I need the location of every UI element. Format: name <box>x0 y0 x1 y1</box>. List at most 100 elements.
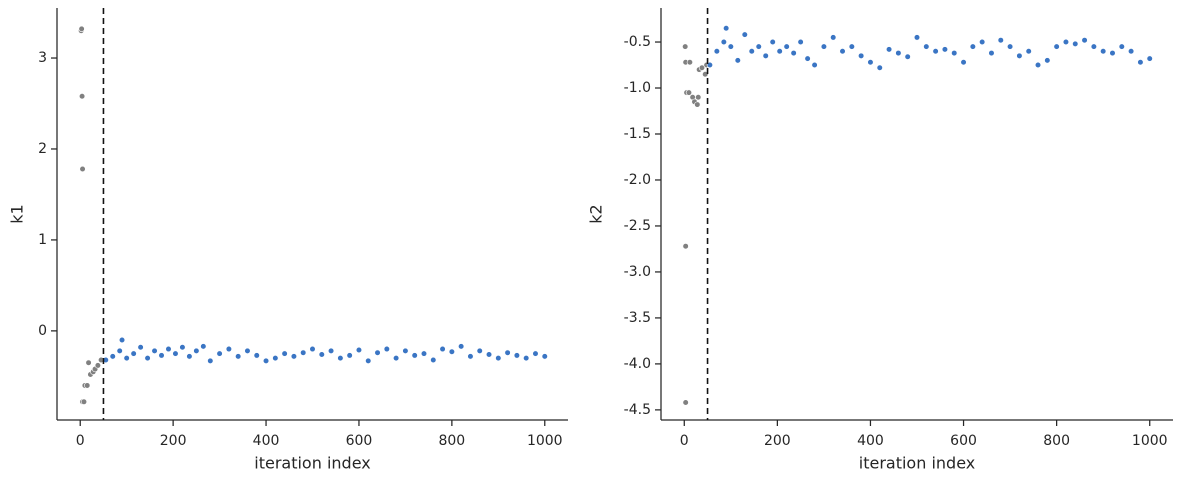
x-tick-label: 800 <box>438 433 465 449</box>
data-point <box>262 357 270 364</box>
x-tick-label: 1000 <box>527 433 563 449</box>
x-tick-label: 600 <box>950 433 977 449</box>
data-point <box>1118 43 1125 50</box>
data-point <box>290 353 298 360</box>
data-point <box>713 48 720 55</box>
data-point <box>85 359 92 366</box>
data-point <box>439 345 446 353</box>
data-point <box>923 43 930 50</box>
x-tick-label: 0 <box>680 433 689 449</box>
data-point <box>941 46 949 53</box>
data-point <box>337 355 344 362</box>
data-point <box>158 352 165 359</box>
data-point <box>225 345 232 353</box>
data-point <box>365 357 372 364</box>
data-point <box>848 43 855 50</box>
data-point <box>769 38 776 46</box>
x-tick-label: 200 <box>764 433 791 449</box>
data-point <box>193 347 200 354</box>
data-point <box>137 344 144 351</box>
data-point <box>706 61 713 69</box>
data-point <box>932 48 939 55</box>
data-point <box>327 347 335 354</box>
x-tick-label: 200 <box>160 433 187 449</box>
data-point <box>748 48 755 55</box>
data-point <box>913 34 921 41</box>
data-point <box>374 349 381 356</box>
data-point <box>309 345 316 353</box>
data-point <box>960 59 967 66</box>
data-point <box>281 350 288 357</box>
data-point <box>84 382 91 389</box>
data-point <box>346 352 353 359</box>
data-point <box>523 355 530 362</box>
data-point <box>951 49 958 57</box>
data-point <box>783 43 790 50</box>
data-point <box>541 353 548 360</box>
data-point <box>702 71 709 78</box>
data-point <box>904 53 911 60</box>
data-point <box>123 355 130 362</box>
data-point <box>130 350 137 357</box>
data-point <box>1137 59 1144 66</box>
data-point <box>467 353 474 360</box>
data-point <box>1006 43 1014 50</box>
data-point <box>485 351 493 358</box>
data-point <box>755 43 762 50</box>
data-point <box>1044 57 1051 64</box>
data-point <box>1146 55 1153 62</box>
data-point <box>272 355 279 362</box>
y-tick-label: -3.5 <box>624 310 651 326</box>
data-point <box>186 353 193 360</box>
data-point <box>1081 37 1088 44</box>
data-point <box>532 350 539 357</box>
data-point <box>79 165 86 173</box>
data-point <box>969 43 976 50</box>
data-point <box>1053 43 1060 50</box>
data-point <box>804 55 811 62</box>
data-point <box>411 352 418 359</box>
data-point <box>876 64 883 71</box>
data-point <box>393 355 400 362</box>
data-point <box>858 52 865 59</box>
data-point <box>78 93 86 100</box>
y-tick-label: -1.0 <box>624 80 651 96</box>
data-point <box>513 352 521 359</box>
data-point <box>867 59 874 66</box>
data-point <box>1090 43 1097 50</box>
data-point <box>727 43 734 50</box>
y-axis-label: k2 <box>587 204 606 223</box>
y-tick-label: 0 <box>38 323 47 339</box>
data-point <box>172 350 179 357</box>
data-point <box>1025 48 1032 55</box>
data-point <box>458 343 465 350</box>
data-point <box>1100 48 1107 55</box>
data-point <box>682 243 689 250</box>
data-point <box>109 353 116 360</box>
data-point <box>383 345 390 353</box>
data-point <box>685 89 693 96</box>
data-point <box>402 347 409 354</box>
x-tick-label: 0 <box>76 433 85 449</box>
data-point <box>1062 38 1070 46</box>
data-point <box>430 356 437 364</box>
data-point <box>1128 48 1135 55</box>
data-point <box>820 43 828 50</box>
y-tick-label: 1 <box>38 232 47 248</box>
data-point <box>94 362 101 369</box>
data-point <box>895 49 902 57</box>
data-point <box>80 398 88 405</box>
data-point <box>734 57 741 64</box>
data-point <box>979 38 986 46</box>
data-point <box>720 38 727 46</box>
data-point <box>830 34 837 41</box>
y-tick-label: -2.0 <box>624 172 651 188</box>
data-point <box>1072 40 1079 47</box>
data-point <box>797 38 804 46</box>
data-point <box>300 349 307 356</box>
data-point <box>118 336 126 344</box>
data-point <box>151 347 158 354</box>
data-point <box>78 25 85 33</box>
